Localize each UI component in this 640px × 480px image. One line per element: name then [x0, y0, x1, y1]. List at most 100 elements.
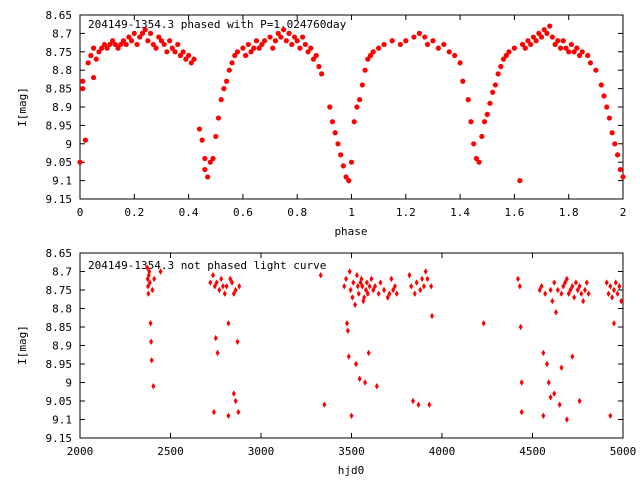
data-point	[552, 390, 557, 397]
data-point	[215, 115, 222, 121]
data-point	[498, 63, 504, 70]
data-point	[180, 49, 186, 55]
data-point	[575, 286, 580, 294]
y-tick-label: 8.8	[52, 64, 72, 77]
data-point	[344, 275, 349, 283]
data-point	[259, 41, 265, 48]
x-tick-label: 5000	[610, 445, 637, 458]
data-point	[226, 67, 232, 73]
data-point	[581, 297, 586, 305]
data-point	[359, 82, 365, 88]
data-point	[329, 119, 336, 125]
data-point	[373, 283, 378, 290]
y-tick-label: 8.9	[52, 340, 72, 353]
data-point	[350, 294, 355, 301]
data-point	[409, 283, 414, 290]
data-point	[150, 41, 156, 48]
data-point	[457, 60, 463, 66]
data-point	[310, 56, 317, 62]
data-point	[511, 45, 517, 51]
data-point	[541, 412, 546, 419]
data-point	[407, 272, 412, 279]
data-point	[487, 100, 493, 106]
data-point	[549, 34, 556, 40]
data-point	[412, 290, 417, 297]
data-point	[275, 30, 281, 36]
data-point	[101, 41, 108, 48]
data-point	[613, 279, 618, 286]
data-point	[617, 283, 622, 290]
unphased-light-curve-panel: 204149-1354.3 not phased light curve hjd…	[16, 247, 636, 477]
data-point	[367, 52, 374, 59]
data-point	[149, 357, 154, 364]
y-axis-ticks: 8.65 8.7 8.75 8.8 8.85 8.9 8.95 9 9.05 9.1 9.15	[46, 247, 623, 445]
data-point	[422, 34, 428, 40]
data-point	[446, 49, 452, 55]
data-point	[281, 27, 287, 33]
y-tick-label: 9.05	[46, 156, 73, 169]
data-point	[220, 283, 225, 290]
data-point	[560, 38, 566, 44]
data-point	[411, 34, 417, 40]
data-point	[452, 52, 458, 59]
data-point	[217, 286, 222, 294]
data-point	[234, 49, 241, 55]
data-point	[338, 152, 344, 158]
data-point	[429, 283, 434, 290]
data-point	[378, 279, 383, 286]
data-point	[471, 141, 477, 147]
data-point	[362, 294, 367, 301]
data-point	[169, 45, 175, 51]
data-point	[151, 383, 156, 390]
data-point	[82, 137, 89, 143]
data-point	[561, 283, 566, 290]
data-point	[430, 38, 436, 44]
data-point	[610, 294, 615, 301]
y-tick-label: 9	[65, 138, 72, 151]
data-point	[550, 297, 555, 305]
data-point	[245, 41, 251, 48]
chart-title: 204149-1354.3 phased with P=1.024760day	[88, 18, 347, 31]
data-point	[381, 41, 387, 48]
data-point	[570, 283, 575, 290]
data-point	[473, 155, 479, 162]
x-tick-label: 0.2	[124, 206, 144, 219]
data-point	[158, 38, 165, 44]
data-point	[145, 38, 151, 44]
data-point	[278, 34, 284, 40]
data-point	[207, 159, 213, 165]
data-point	[134, 41, 140, 48]
data-point	[316, 63, 322, 70]
data-point	[243, 52, 249, 59]
data-point	[615, 290, 620, 297]
data-point	[360, 283, 365, 290]
x-tick-label: 4500	[519, 445, 546, 458]
data-point	[555, 286, 560, 294]
data-point	[85, 60, 91, 66]
data-point	[604, 104, 610, 110]
data-point	[548, 286, 553, 294]
data-point	[518, 323, 523, 331]
data-point	[354, 272, 359, 279]
data-point	[359, 275, 364, 283]
data-point	[308, 45, 314, 51]
data-point	[365, 56, 371, 62]
data-point	[236, 408, 241, 416]
data-point	[147, 268, 152, 275]
data-point	[530, 34, 537, 40]
data-point	[517, 283, 522, 290]
data-point	[211, 272, 216, 279]
data-point	[294, 38, 300, 44]
data-point	[370, 49, 376, 55]
data-point	[557, 45, 564, 51]
y-tick-label: 8.7	[52, 27, 72, 40]
data-point	[224, 78, 230, 84]
data-point	[146, 283, 151, 290]
data-point	[441, 41, 447, 48]
data-point	[196, 126, 203, 132]
data-point	[465, 97, 471, 103]
data-point	[318, 272, 323, 279]
data-point	[199, 137, 205, 143]
y-axis-ticks: 8.65 8.7 8.75 8.8 8.85 8.9 8.95 9 9.05 9.1 9.15	[46, 9, 623, 206]
y-tick-label: 8.65	[46, 247, 73, 260]
